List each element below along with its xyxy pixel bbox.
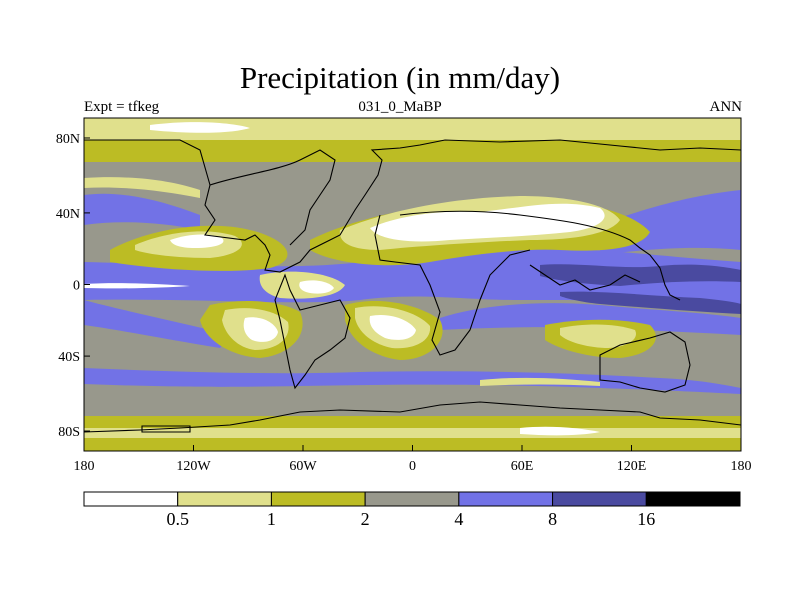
coastlines xyxy=(84,139,741,433)
color-legend: 0.5 1 2 4 8 16 xyxy=(83,491,741,529)
equatorial-maximum-west xyxy=(540,264,741,286)
southeast-asia-coast xyxy=(529,264,641,291)
y-tick-label: 80N xyxy=(56,132,80,147)
equatorial-maximum-south xyxy=(560,291,741,314)
legend-swatch xyxy=(270,491,366,507)
legend-label: 0.5 xyxy=(166,509,189,529)
eurasia-south-coast xyxy=(399,210,681,301)
south-america-driest xyxy=(243,317,278,342)
south-polar-inner-band xyxy=(84,428,741,438)
y-tick-label: 80S xyxy=(58,425,80,440)
legend-label: 1 xyxy=(267,509,276,529)
x-tick-label: 180 xyxy=(74,459,95,474)
period-label: ANN xyxy=(709,99,743,115)
legend-label: 4 xyxy=(454,509,463,529)
legend-swatch xyxy=(552,491,647,507)
arctic-dry-core xyxy=(150,122,250,133)
north-pacific-dry-core xyxy=(170,234,224,248)
legend-swatch xyxy=(83,491,179,507)
legend-swatch xyxy=(177,491,272,507)
legend-swatch xyxy=(364,491,460,507)
x-tick-label: 180 xyxy=(731,459,752,474)
north-pacific-light-band xyxy=(84,177,200,198)
map-field xyxy=(84,118,741,451)
south-indian-dry-light xyxy=(560,324,636,348)
north-america-east-coast xyxy=(209,149,336,246)
southern-light-band xyxy=(480,377,600,386)
x-tick-label: 60E xyxy=(511,459,534,474)
southern-ocean-wet-zone xyxy=(84,368,741,394)
experiment-label: Expt = tfkeg xyxy=(84,99,160,115)
case-label: 031_0_MaBP xyxy=(358,99,442,115)
x-tick-label: 120W xyxy=(176,459,211,474)
x-tick-label: 120E xyxy=(617,459,647,474)
australia-coastline xyxy=(599,331,691,393)
northern-coastline xyxy=(84,139,741,273)
y-tick-label: 40N xyxy=(56,207,80,222)
africa-coastline xyxy=(374,214,531,356)
antarctica-coastline xyxy=(84,401,741,433)
y-tick-label: 0 xyxy=(73,279,80,294)
antarctic-shelf xyxy=(141,425,191,433)
map-title: Precipitation (in mm/day) xyxy=(239,60,561,95)
legend-swatch xyxy=(458,491,554,507)
x-axis: 180 120W 60W 0 60E 120E 180 xyxy=(74,445,752,474)
legend-swatch xyxy=(645,491,741,507)
south-indian-wet-zone xyxy=(440,303,741,335)
x-tick-label: 0 xyxy=(409,459,416,474)
north-pacific-wet-zone xyxy=(84,193,200,230)
y-tick-label: 40S xyxy=(58,350,80,365)
equatorial-rain-belt xyxy=(84,248,741,305)
legend-label: 16 xyxy=(637,509,655,529)
y-axis: 80N 40N 0 40S 80S xyxy=(56,132,90,440)
central-america-driest xyxy=(299,280,334,294)
north-africa-asia-driest xyxy=(370,203,605,242)
south-pacific-wet-zone xyxy=(84,300,230,348)
legend-label: 8 xyxy=(548,509,557,529)
north-subpolar-band xyxy=(84,140,741,162)
south-america-coastline xyxy=(274,273,351,390)
legend-label: 2 xyxy=(361,509,370,529)
x-tick-label: 60W xyxy=(289,459,317,474)
antarctic-dry-core xyxy=(520,426,600,436)
equatorial-pacific-dry-tongue xyxy=(84,283,190,289)
south-atlantic-driest xyxy=(369,314,416,340)
